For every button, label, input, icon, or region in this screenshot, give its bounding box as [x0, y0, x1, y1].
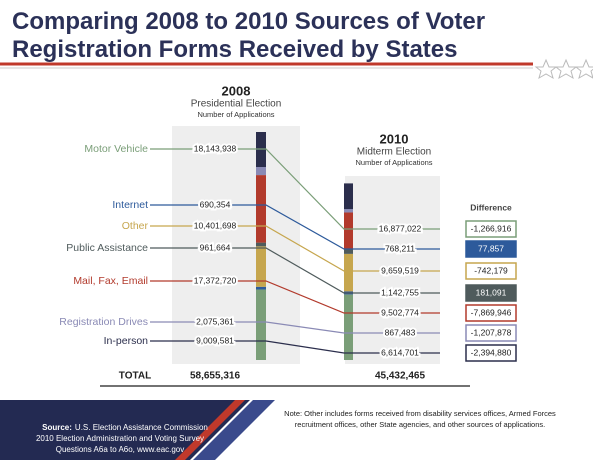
total-value: 58,655,316 — [190, 371, 240, 382]
difference-box — [465, 284, 517, 302]
bar-segment — [256, 286, 266, 290]
difference-label: -742,179 — [474, 265, 508, 275]
source-line: Questions A6a to A6o, www.eac.gov — [56, 445, 185, 454]
difference-box — [465, 240, 517, 258]
difference-label: -1,266,916 — [471, 223, 512, 233]
value-label: 961,664 — [200, 242, 231, 252]
bar-segment — [256, 167, 266, 176]
difference-box — [465, 262, 517, 280]
difference-box — [465, 324, 517, 342]
total-label: TOTAL — [119, 371, 151, 382]
value-label: 18,143,938 — [194, 143, 237, 153]
connector — [150, 340, 440, 354]
value-label: 867,483 — [385, 327, 416, 337]
legend-label: Public Assistance — [66, 242, 148, 254]
connector — [150, 204, 440, 250]
source-line: U.S. Election Assistance Commission — [75, 423, 208, 432]
source-line: 2010 Election Administration and Voting … — [36, 434, 204, 443]
difference-box — [465, 304, 517, 322]
footer-stripe — [175, 400, 245, 460]
difference-label: -2,394,880 — [471, 347, 512, 357]
difference-title: Difference — [470, 202, 512, 212]
connector — [150, 148, 440, 230]
value-label: 10,401,698 — [194, 220, 237, 230]
column-units: Number of Applications — [197, 110, 274, 119]
value-label: 690,354 — [200, 199, 231, 209]
note: Note: Other includes forms received from… — [284, 409, 556, 418]
footer-panel — [0, 400, 250, 460]
column-subtitle: Midterm Election — [357, 147, 431, 158]
source-label: Source: — [42, 423, 72, 432]
value-label: 6,614,701 — [381, 347, 419, 357]
source: Source: U.S. Election Assistance Commissi… — [42, 423, 208, 432]
total-value: 45,432,465 — [375, 371, 425, 382]
paper-stack — [172, 126, 440, 364]
chart-title: Comparing 2008 to 2010 Sources of Voter … — [12, 8, 486, 63]
footer-stripe — [193, 400, 275, 460]
difference-label: 181,091 — [476, 287, 507, 297]
column-year: 2008 — [222, 83, 251, 98]
column-year: 2010 — [380, 131, 409, 146]
bar-segment — [256, 289, 266, 360]
difference-label: -7,869,946 — [471, 307, 512, 317]
value-label: 768,211 — [385, 243, 415, 253]
value-label: 2,075,361 — [196, 316, 234, 326]
column-subtitle: Presidential Election — [191, 99, 282, 110]
value-label: 17,372,720 — [194, 275, 237, 285]
bar-segment — [256, 246, 266, 287]
connector — [150, 321, 440, 334]
difference-box — [465, 220, 517, 238]
legend-label: Motor Vehicle — [84, 143, 148, 155]
difference-label: 77,857 — [478, 243, 504, 253]
legend-label: In-person — [104, 335, 149, 347]
value-label: 9,502,774 — [381, 307, 419, 317]
bar-segment — [344, 294, 353, 360]
stars — [534, 58, 593, 80]
legend-label: Other — [122, 220, 149, 232]
difference-box — [465, 344, 517, 362]
column-units: Number of Applications — [355, 158, 432, 167]
bar-segment — [256, 175, 266, 243]
value-label: 9,659,519 — [381, 265, 419, 275]
value-label: 16,877,022 — [379, 223, 422, 233]
value-label: 1,142,755 — [381, 287, 419, 297]
bar-segment — [344, 183, 353, 210]
value-label: 9,009,581 — [196, 335, 234, 345]
connector — [150, 280, 440, 314]
bar-segment — [344, 212, 353, 250]
legend-label: Mail, Fax, Email — [73, 275, 148, 287]
difference-label: -1,207,878 — [471, 327, 512, 337]
legend-label: Internet — [112, 199, 148, 211]
bar-segment — [344, 249, 353, 254]
connector — [150, 225, 440, 272]
bar-segment — [256, 242, 266, 247]
legend-label: Registration Drives — [59, 316, 148, 328]
bar-segment — [344, 253, 353, 292]
bar-segment — [344, 209, 353, 213]
note: recruitment offices, other State agencie… — [295, 420, 545, 429]
connector — [150, 247, 440, 294]
